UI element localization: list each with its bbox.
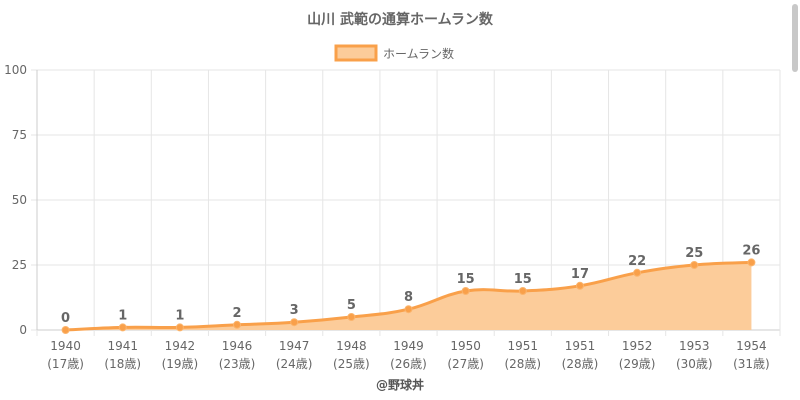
x-tick-label: 1952 xyxy=(622,339,653,353)
data-label: 2 xyxy=(233,306,242,321)
y-tick-label: 100 xyxy=(4,63,27,77)
x-tick-sublabel: (23歳) xyxy=(219,357,256,371)
data-point xyxy=(461,287,470,295)
data-point xyxy=(404,305,413,314)
data-point xyxy=(175,323,184,332)
data-point xyxy=(633,268,642,277)
x-tick-label: 1946 xyxy=(222,339,253,353)
data-label: 17 xyxy=(571,267,589,282)
data-point xyxy=(290,318,299,327)
data-point xyxy=(347,313,356,321)
x-tick-label: 1948 xyxy=(336,339,367,353)
x-tick-sublabel: (18歳) xyxy=(104,357,141,371)
chart-title: 山川 武範の通算ホームラン数 xyxy=(307,11,494,28)
data-label: 15 xyxy=(514,272,532,287)
x-axis: 1940 (17歳) 1941 (18歳) 1942 (19歳) 1946 (23歳) 1947… xyxy=(47,339,769,371)
data-point xyxy=(61,326,70,334)
data-labels: 0 1 1 2 3 5 8 15 15 17 22 25 26 xyxy=(61,243,760,326)
legend-swatch xyxy=(334,44,378,62)
data-label: 22 xyxy=(628,254,646,269)
x-tick-sublabel: (29歳) xyxy=(619,357,656,371)
data-label: 3 xyxy=(290,303,299,318)
x-tick-label: 1941 xyxy=(107,339,138,353)
data-label: 1 xyxy=(175,308,184,323)
data-label: 15 xyxy=(457,272,475,287)
x-tick-sublabel: (30歳) xyxy=(676,357,713,371)
x-tick-sublabel: (26歳) xyxy=(390,357,427,371)
data-point xyxy=(690,261,699,269)
x-tick-sublabel: (28歳) xyxy=(562,357,599,371)
x-tick-sublabel: (19歳) xyxy=(162,357,199,371)
x-tick-sublabel: (27歳) xyxy=(447,357,484,371)
x-tick-sublabel: (24歳) xyxy=(276,357,313,371)
x-tick-label: 1951 xyxy=(508,339,539,353)
data-point xyxy=(518,287,527,295)
data-point xyxy=(233,320,242,329)
credit-text: @野球丼 xyxy=(376,377,424,392)
x-tick-label: 1951 xyxy=(565,339,596,353)
data-point xyxy=(118,323,127,332)
scrollbar[interactable] xyxy=(792,4,798,72)
y-tick-label: 25 xyxy=(12,258,27,272)
y-tick-label: 50 xyxy=(12,193,27,207)
x-tick-label: 1947 xyxy=(279,339,310,353)
x-tick-sublabel: (31歳) xyxy=(733,357,770,371)
data-label: 26 xyxy=(742,243,760,258)
y-tick-label: 75 xyxy=(12,128,27,142)
x-tick-sublabel: (25歳) xyxy=(333,357,370,371)
x-tick-sublabel: (28歳) xyxy=(504,357,541,371)
data-label: 8 xyxy=(404,290,413,305)
legend-label: ホームラン数 xyxy=(383,46,454,61)
plot-area xyxy=(61,258,756,334)
x-tick-label: 1954 xyxy=(736,339,767,353)
x-tick-label: 1950 xyxy=(450,339,481,353)
y-axis: 0 25 50 75 100 xyxy=(4,63,27,337)
data-point xyxy=(575,281,584,290)
data-label: 25 xyxy=(685,246,703,261)
series-area xyxy=(65,262,752,330)
x-tick-label: 1942 xyxy=(165,339,196,353)
data-label: 0 xyxy=(61,311,70,326)
data-label: 5 xyxy=(347,298,356,313)
x-tick-label: 1940 xyxy=(50,339,81,353)
legend[interactable]: ホームラン数 xyxy=(334,44,454,62)
x-tick-label: 1953 xyxy=(679,339,710,353)
data-point xyxy=(747,258,756,267)
y-tick-label: 0 xyxy=(19,323,27,337)
x-tick-label: 1949 xyxy=(393,339,424,353)
x-tick-sublabel: (17歳) xyxy=(47,357,84,371)
data-label: 1 xyxy=(118,308,127,323)
